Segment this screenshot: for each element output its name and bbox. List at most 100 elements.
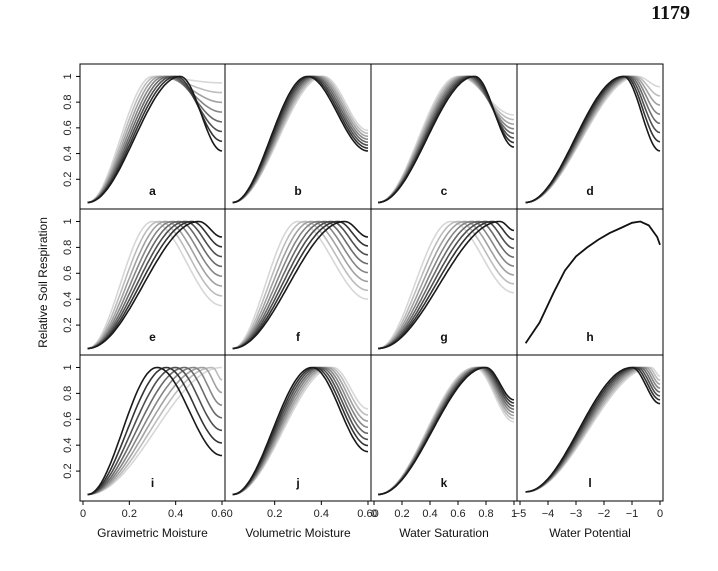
panel-label-d: d	[586, 184, 593, 198]
panel-i-curve-1	[87, 366, 222, 496]
y-tick-label: 0.4	[62, 292, 74, 307]
panel-i	[87, 366, 223, 496]
y-tick-label: 0.6	[62, 412, 74, 427]
panel-label-i: i	[151, 476, 154, 490]
x-axis-label: Volumetric Moisture	[245, 526, 351, 540]
y-tick-label: 0.4	[62, 438, 74, 453]
x-tick-label: 0	[657, 508, 663, 520]
x-tick-label: −2	[598, 508, 611, 520]
panel-c	[378, 75, 515, 204]
panel-e-curve-1	[87, 220, 223, 350]
panel-i-curve-8	[87, 366, 223, 496]
panel-c-curve-8	[378, 75, 515, 204]
x-tick-label: 0	[80, 508, 86, 520]
y-tick-label: 1	[62, 364, 74, 370]
panel-l-curve-6	[525, 366, 661, 493]
panel-l-curve-4	[525, 366, 661, 493]
y-tick-label: 0.2	[62, 317, 74, 332]
x-tick-label: 0.2	[122, 508, 137, 520]
panel-d-curve-8	[525, 75, 661, 204]
panel-label-e: e	[149, 330, 156, 344]
panel-f-curve-1	[232, 220, 369, 350]
panel-a-curve-3	[87, 75, 222, 204]
panel-g-curve-7	[378, 220, 515, 350]
panel-g	[378, 220, 515, 350]
x-tick-label: 0	[371, 508, 377, 520]
panel-f-curve-3	[232, 220, 369, 350]
panel-f-curve-4	[232, 220, 369, 350]
panel-f-curve-8	[232, 220, 369, 350]
panel-label-c: c	[441, 184, 448, 198]
panel-d	[525, 75, 661, 204]
x-tick-label: −4	[542, 508, 555, 520]
panel-j	[232, 366, 369, 496]
panel-f-curve-2	[232, 220, 369, 350]
x-tick-label: 0.4	[422, 508, 437, 520]
panel-h-series	[524, 220, 661, 344]
y-tick-label: 0.6	[62, 120, 74, 135]
panel-i-curve-3	[87, 366, 223, 496]
panel-f	[232, 220, 369, 350]
panel-g-curve-5	[378, 220, 515, 350]
y-tick-label: 0.8	[62, 386, 74, 401]
panel-e-curve-7	[87, 220, 223, 350]
y-tick-label: 0.8	[62, 94, 74, 109]
panel-label-g: g	[440, 330, 447, 344]
panel-label-a: a	[149, 184, 156, 198]
panel-e-curve-4	[87, 220, 223, 350]
x-tick-label: 0.4	[314, 508, 329, 520]
x-axis-label: Water Potential	[549, 526, 631, 540]
x-tick-label: 1	[511, 508, 517, 520]
panel-k-curve-8	[378, 366, 515, 496]
x-tick-label: −1	[626, 508, 639, 520]
y-axis-label: Relative Soil Respiration	[36, 217, 50, 348]
panel-a-curve-8	[87, 75, 223, 204]
x-tick-label: −5	[514, 508, 527, 520]
panel-a-curve-5	[87, 75, 223, 204]
page-number: 1179	[651, 2, 690, 24]
panel-l-curve-8	[525, 366, 661, 493]
panel-f-curve-6	[232, 220, 369, 350]
panel-e-curve-5	[87, 220, 223, 350]
x-tick-label: 0.60	[211, 508, 232, 520]
panel-l-curve-2	[525, 366, 661, 493]
y-tick-label: 0.8	[62, 240, 74, 255]
panel-i-curve-7	[87, 366, 223, 496]
panel-a-curve-2	[87, 75, 222, 204]
panel-label-b: b	[294, 184, 301, 198]
x-tick-label: 0.2	[267, 508, 282, 520]
panel-a-curve-4	[87, 75, 223, 204]
y-tick-label: 0.4	[62, 146, 74, 161]
panel-j-curve-8	[232, 366, 369, 496]
x-tick-label: 0.2	[394, 508, 409, 520]
panel-a	[87, 75, 223, 204]
panel-l-curve-7	[525, 366, 661, 493]
panel-k	[378, 366, 515, 496]
x-tick-label: 0.8	[478, 508, 493, 520]
x-tick-label: −3	[570, 508, 583, 520]
panel-i-curve-4	[87, 366, 223, 496]
panel-i-curve-5	[87, 366, 223, 496]
panel-e-curve-2	[87, 220, 223, 350]
x-tick-label: 0.4	[168, 508, 183, 520]
panel-e-curve-8	[87, 220, 223, 350]
y-tick-label: 0.6	[62, 266, 74, 281]
panel-l	[525, 366, 661, 493]
x-tick-label: 0.60	[357, 508, 378, 520]
panel-h	[524, 220, 661, 344]
panel-label-j: j	[295, 476, 299, 490]
panel-b-curve-8	[232, 75, 369, 204]
x-axis-label: Water Saturation	[399, 526, 489, 540]
panel-f-curve-7	[232, 220, 369, 350]
panel-label-k: k	[441, 476, 448, 490]
x-tick-label: 0.6	[450, 508, 465, 520]
x-axis-label: Gravimetric Moisture	[97, 526, 208, 540]
y-tick-label: 0.2	[62, 172, 74, 187]
panel-label-l: l	[588, 476, 591, 490]
panel-e-curve-6	[87, 220, 223, 350]
panel-g-curve-2	[378, 220, 515, 350]
panel-e-curve-3	[87, 220, 223, 350]
panel-label-h: h	[586, 330, 593, 344]
panel-g-curve-1	[378, 220, 515, 350]
